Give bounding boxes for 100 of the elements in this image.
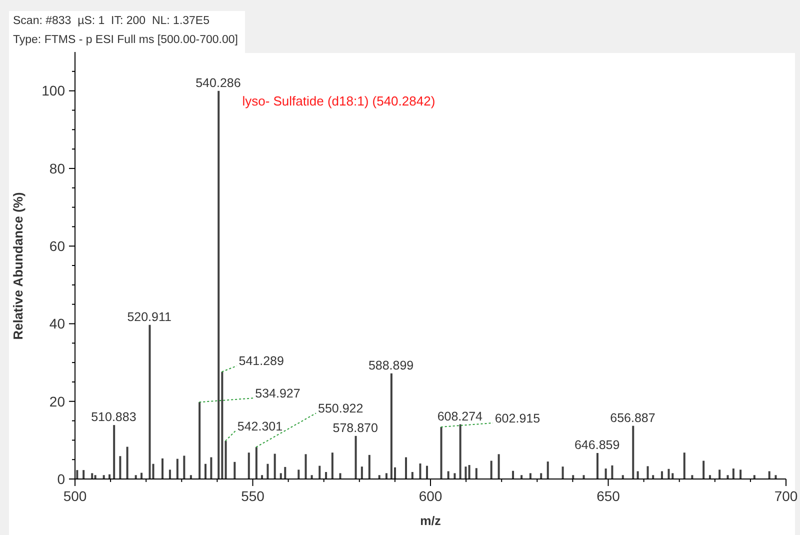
bar bbox=[224, 440, 227, 479]
annotation: 510.883 bbox=[91, 410, 136, 424]
bar bbox=[732, 468, 734, 479]
bar bbox=[468, 465, 470, 479]
annotation: 646.859 bbox=[574, 438, 620, 452]
bar bbox=[652, 475, 654, 479]
bar bbox=[113, 425, 116, 479]
bar bbox=[753, 475, 756, 479]
bar bbox=[726, 475, 729, 479]
bar bbox=[440, 426, 442, 479]
bar bbox=[183, 456, 186, 479]
bar bbox=[459, 424, 462, 479]
y-tick-label: 40 bbox=[49, 316, 66, 332]
x-tick-label: 600 bbox=[418, 488, 442, 504]
bar bbox=[304, 454, 307, 479]
bar bbox=[683, 452, 686, 479]
y-tick-label: 100 bbox=[42, 82, 66, 99]
bar bbox=[310, 475, 313, 479]
bar bbox=[411, 472, 414, 479]
bar bbox=[76, 470, 78, 479]
bar bbox=[102, 475, 105, 479]
bar bbox=[691, 475, 694, 479]
bar bbox=[82, 470, 85, 479]
bar bbox=[190, 475, 192, 479]
annotation: 608.274 bbox=[437, 409, 483, 424]
bar bbox=[572, 475, 574, 479]
bar bbox=[94, 475, 96, 479]
bar bbox=[284, 466, 286, 479]
bar bbox=[218, 90, 220, 479]
bar bbox=[774, 475, 777, 479]
annotation: 542.301 bbox=[237, 419, 283, 434]
bar bbox=[318, 466, 321, 479]
bar bbox=[261, 475, 264, 479]
annotation: 578.870 bbox=[332, 420, 378, 435]
bar bbox=[390, 373, 392, 479]
bar bbox=[632, 426, 634, 479]
annotation: 520.911 bbox=[127, 310, 172, 324]
bar bbox=[354, 436, 357, 479]
bar bbox=[385, 473, 388, 479]
bar bbox=[234, 462, 236, 479]
bar bbox=[454, 473, 456, 479]
x-tick-label: 700 bbox=[774, 488, 798, 504]
annotation: lyso- Sulfatide (d18:1) (540.2842) bbox=[242, 93, 436, 108]
y-tick-label: 80 bbox=[49, 160, 66, 176]
bar bbox=[405, 457, 408, 479]
bar bbox=[582, 475, 585, 479]
bar bbox=[540, 473, 542, 479]
annotation: 541.289 bbox=[238, 354, 284, 368]
bar bbox=[611, 465, 614, 479]
bar bbox=[419, 463, 422, 479]
bar bbox=[255, 447, 258, 479]
bar bbox=[636, 471, 639, 479]
bar bbox=[622, 475, 624, 479]
annotation: 602.915 bbox=[494, 411, 540, 426]
bar bbox=[596, 452, 598, 479]
text: Type: FTMS - p ESI Full ms [500.00-700.00] bbox=[13, 33, 238, 48]
annotation: 534.927 bbox=[255, 386, 300, 401]
bar bbox=[490, 460, 492, 479]
bar bbox=[298, 470, 300, 479]
bar bbox=[529, 473, 532, 479]
x-tick-label: 500 bbox=[63, 488, 87, 504]
bar bbox=[718, 470, 721, 479]
bar bbox=[210, 457, 212, 479]
bar bbox=[162, 458, 164, 479]
bar bbox=[134, 475, 137, 479]
bar bbox=[604, 468, 607, 479]
y-axis-title: Relative Abundance (%) bbox=[10, 192, 26, 340]
bar bbox=[119, 456, 122, 479]
bar bbox=[339, 473, 342, 479]
bar bbox=[91, 473, 94, 479]
bar bbox=[331, 452, 334, 479]
annotation: 540.286 bbox=[196, 76, 241, 90]
bar bbox=[464, 466, 467, 479]
bar bbox=[668, 468, 670, 479]
text: Scan: #833 µS: 1 IT: 200 NL: 1.37E5 bbox=[13, 14, 210, 29]
bar bbox=[168, 470, 171, 479]
bar bbox=[204, 464, 207, 479]
bar bbox=[646, 466, 649, 479]
bar bbox=[546, 462, 549, 479]
bar bbox=[512, 470, 514, 479]
bar bbox=[660, 471, 663, 479]
y-tick-label: 0 bbox=[57, 470, 66, 487]
bar bbox=[447, 471, 450, 479]
bar bbox=[274, 454, 276, 479]
bar bbox=[126, 446, 128, 479]
bar bbox=[152, 464, 154, 479]
annotation: 550.922 bbox=[318, 402, 364, 416]
bar bbox=[768, 471, 770, 479]
annotation: 588.899 bbox=[368, 358, 414, 372]
y-tick-label: 20 bbox=[49, 393, 66, 410]
bar bbox=[708, 475, 711, 479]
bar bbox=[378, 475, 380, 479]
bar bbox=[426, 466, 428, 479]
bar bbox=[562, 466, 564, 479]
bar bbox=[368, 454, 370, 479]
bar bbox=[740, 470, 742, 479]
bar bbox=[672, 473, 674, 479]
bar bbox=[498, 454, 500, 479]
annotation: 656.887 bbox=[610, 410, 656, 425]
bar bbox=[266, 464, 269, 479]
